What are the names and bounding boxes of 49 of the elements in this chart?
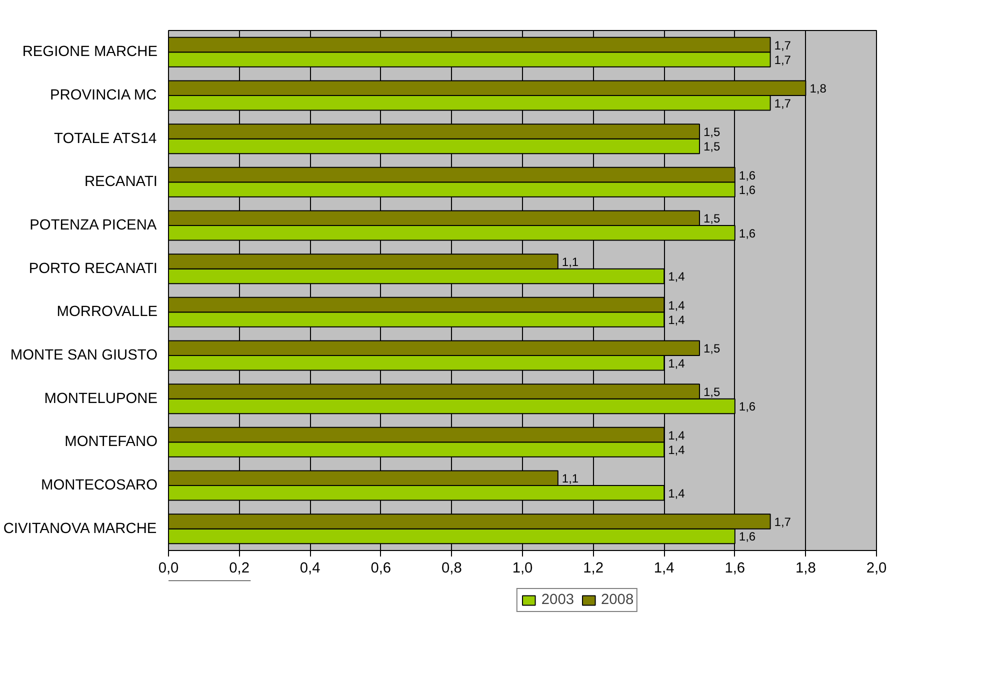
data-label: 1,6: [738, 400, 756, 414]
data-label: 1,5: [704, 342, 721, 356]
x-tick-label: 2,0: [866, 560, 887, 576]
data-label: 1,7: [774, 53, 792, 68]
x-tick-label: 0,8: [442, 560, 462, 576]
data-label: 1,6: [738, 226, 756, 240]
y-tick-label: MONTELUPONE: [44, 390, 158, 407]
y-tick-label: CIVITANOVA MARCHE: [3, 520, 157, 537]
data-label: 1,8: [810, 82, 827, 96]
y-tick-label: MORROVALLE: [56, 304, 158, 320]
data-label: 1,1: [562, 472, 579, 486]
legend-label: 2008: [601, 592, 634, 608]
data-label: 1,6: [738, 530, 756, 544]
data-label: 1,5: [704, 140, 721, 154]
y-tick-label: MONTECOSARO: [41, 478, 158, 494]
legend-label: 2003: [541, 592, 574, 608]
x-tick-label: 0,6: [370, 560, 392, 576]
x-tick-label: 1,8: [796, 560, 816, 576]
data-label: 1,7: [774, 514, 792, 529]
data-label: 1,4: [668, 428, 686, 442]
y-tick-label: PROVINCIA MC: [50, 88, 158, 104]
data-label: 1,7: [774, 38, 792, 52]
y-tick-label: MONTEFANO: [64, 434, 158, 450]
data-label: 1,4: [668, 313, 686, 328]
data-label: 1,7: [774, 96, 792, 110]
data-label: 1,4: [668, 486, 686, 500]
data-label: 1,4: [668, 270, 686, 284]
data-label: 1,1: [562, 254, 579, 269]
x-tick-label: 1,4: [654, 560, 674, 576]
data-label: 1,4: [668, 356, 686, 370]
data-label: 1,5: [704, 384, 721, 399]
x-tick-label: 0,2: [229, 560, 250, 576]
y-tick-label: RECANATI: [84, 174, 158, 190]
data-label: 1,5: [704, 212, 721, 226]
data-label: 1,5: [704, 124, 721, 139]
data-label: 1,6: [738, 168, 756, 182]
x-tick-label: 0,0: [158, 560, 179, 576]
data-label: 1,4: [668, 298, 686, 312]
y-tick-label: TOTALE ATS14: [54, 130, 157, 147]
x-tick-label: 0,4: [300, 560, 320, 576]
x-tick-label: 1,6: [724, 560, 746, 576]
y-tick-label: PORTO RECANATI: [28, 260, 158, 277]
data-label: 1,6: [738, 183, 756, 198]
x-tick-label: 1,2: [583, 560, 604, 576]
y-tick-label: MONTE SAN GIUSTO: [10, 348, 158, 364]
y-tick-label: REGIONE MARCHE: [22, 44, 158, 60]
y-tick-label: POTENZA PICENA: [30, 218, 157, 234]
x-tick-label: 1,0: [512, 560, 533, 576]
data-label: 1,4: [668, 443, 686, 458]
